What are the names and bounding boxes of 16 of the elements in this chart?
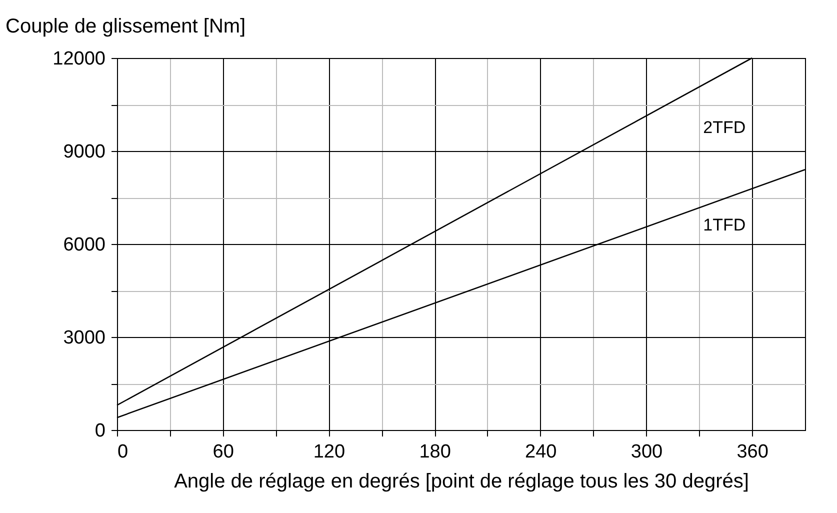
x-tick-label: 300 xyxy=(630,442,663,462)
x-tick-label: 240 xyxy=(525,442,557,462)
x-tick-label: 120 xyxy=(313,442,346,462)
y-axis-title: Couple de glissement [Nm] xyxy=(6,16,246,38)
y-tick-label: 6000 xyxy=(63,234,106,256)
y-tick-label: 0 xyxy=(94,420,106,442)
x-tick-label: 60 xyxy=(212,442,234,462)
y-tick-label: 9000 xyxy=(63,142,106,162)
x-axis-title: Angle de réglage en degrés [point de réglage tous les 30 degrés] xyxy=(174,470,749,492)
x-tick-label: 0 xyxy=(118,442,128,462)
x-tick-label: 360 xyxy=(736,442,768,462)
series-label: 1TFD xyxy=(703,216,746,235)
y-tick-label: 3000 xyxy=(63,328,106,348)
y-tick-label: 12000 xyxy=(52,48,106,70)
series-label: 2TFD xyxy=(703,118,746,137)
x-tick-label: 180 xyxy=(419,442,451,462)
